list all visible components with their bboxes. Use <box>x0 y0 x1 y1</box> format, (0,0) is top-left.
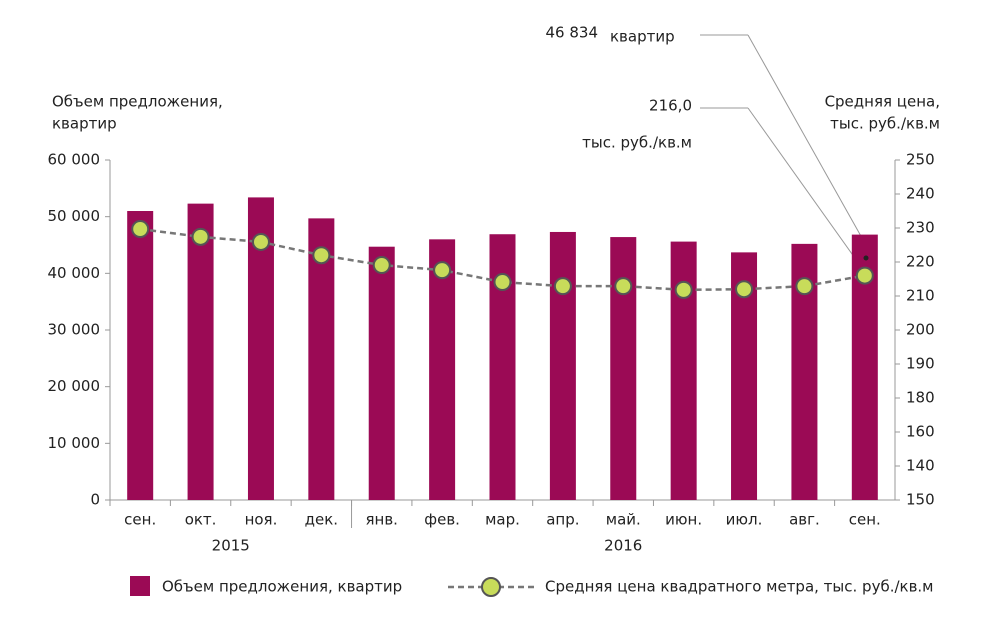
price-marker <box>251 232 270 251</box>
y2-tick-label: 180 <box>906 389 935 407</box>
y-tick-label: 40 000 <box>48 264 101 282</box>
y-tick-label: 20 000 <box>48 377 101 395</box>
x-tick-label: сен. <box>124 511 156 529</box>
legend-swatch <box>130 576 150 596</box>
y2-axis-title: тыс. руб./кв.м <box>830 115 940 133</box>
price-marker <box>131 220 150 239</box>
bar <box>429 239 456 501</box>
y-tick-label: 60 000 <box>48 151 101 169</box>
y-tick-label: 30 000 <box>48 321 101 339</box>
y2-tick-label: 220 <box>906 253 935 271</box>
annotation-value: 216,0 <box>649 97 692 115</box>
annotation-value: 46 834 <box>546 24 599 42</box>
x-tick-label: июл. <box>726 511 763 529</box>
legend-label: Объем предложения, квартир <box>162 578 402 596</box>
y2-tick-label: 250 <box>906 151 935 169</box>
x-tick-label: сен. <box>849 511 881 529</box>
bar <box>610 237 637 501</box>
price-marker <box>493 273 512 292</box>
price-marker <box>433 261 452 280</box>
legend-label: Средняя цена квадратного метра, тыс. руб… <box>545 578 934 596</box>
legend-marker <box>481 577 501 597</box>
bar <box>368 246 395 500</box>
y-tick-label: 10 000 <box>48 434 101 452</box>
price-marker <box>553 277 572 296</box>
x-tick-label: фев. <box>424 511 460 529</box>
y2-tick-label: 230 <box>906 219 935 237</box>
x-tick-label: янв. <box>366 511 398 529</box>
y2-tick-label: 210 <box>906 287 935 305</box>
y2-tick-label: 140 <box>906 457 935 475</box>
leader-line <box>747 34 863 239</box>
y-axis-title: Объем предложения, <box>52 93 223 111</box>
price-marker <box>312 246 331 265</box>
bar <box>127 211 154 500</box>
y-axis-title: квартир <box>52 115 117 133</box>
y2-axis-title: Средняя цена, <box>825 93 940 111</box>
y-tick-label: 0 <box>90 491 100 509</box>
y-tick-label: 50 000 <box>48 207 101 225</box>
x-tick-label: май. <box>606 511 641 529</box>
x-tick-label: апр. <box>546 511 579 529</box>
price-marker <box>614 277 633 296</box>
leader-line <box>747 107 863 269</box>
y2-tick-label: 200 <box>906 321 935 339</box>
price-marker <box>795 277 814 296</box>
x-tick-label: окт. <box>185 511 217 529</box>
price-marker <box>735 280 754 299</box>
pointer-dot <box>863 255 869 261</box>
group-label: 2016 <box>604 537 642 555</box>
price-marker <box>372 256 391 275</box>
x-tick-label: ноя. <box>245 511 278 529</box>
y2-tick-label: 240 <box>906 185 935 203</box>
group-label: 2015 <box>212 537 250 555</box>
y2-tick-label: 150 <box>906 491 935 509</box>
x-tick-label: июн. <box>665 511 702 529</box>
price-marker <box>674 280 693 299</box>
y2-tick-label: 190 <box>906 355 935 373</box>
y2-tick-label: 160 <box>906 423 935 441</box>
x-tick-label: авг. <box>789 511 820 529</box>
annotation-unit: квартир <box>610 28 675 46</box>
price-marker <box>855 266 874 285</box>
bar <box>187 203 214 500</box>
bar <box>670 241 697 500</box>
bar <box>549 231 576 500</box>
price-marker <box>191 227 210 246</box>
x-tick-label: мар. <box>485 511 520 529</box>
annotation-unit: тыс. руб./кв.м <box>582 134 692 152</box>
x-tick-label: дек. <box>305 511 338 529</box>
bar <box>308 218 335 500</box>
